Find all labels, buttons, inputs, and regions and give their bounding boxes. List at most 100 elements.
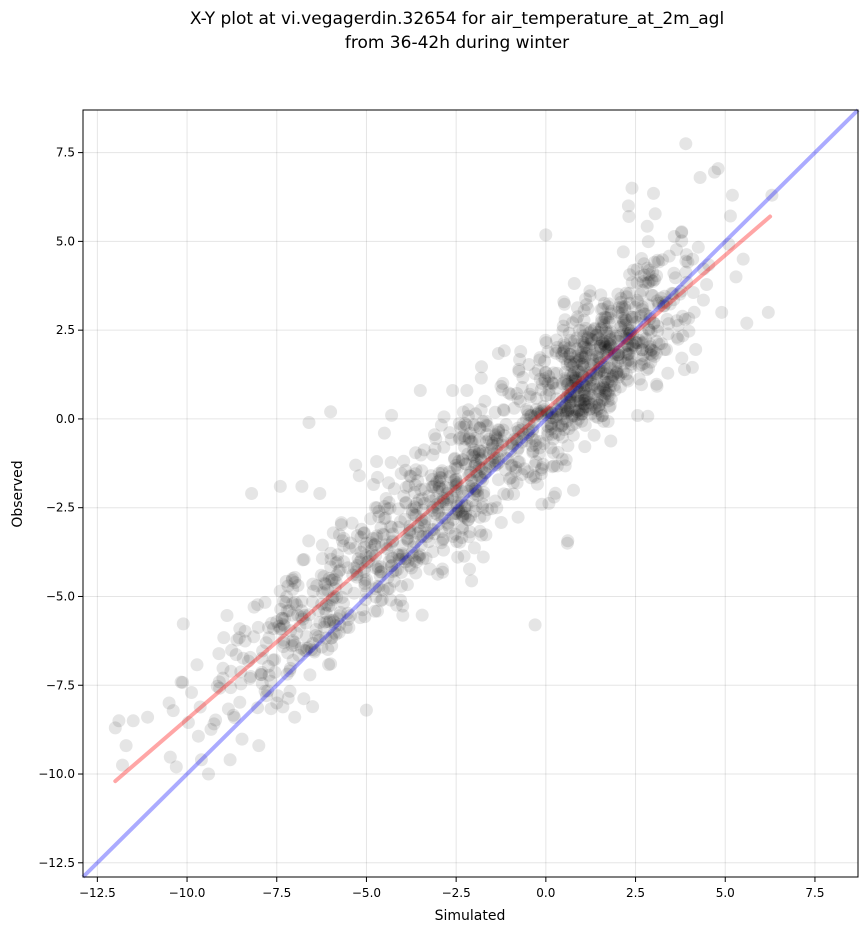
scatter-point — [324, 631, 338, 645]
scatter-point — [490, 431, 504, 445]
scatter-point — [323, 615, 337, 629]
scatter-point — [370, 579, 384, 593]
scatter-point — [369, 549, 383, 563]
scatter-point — [533, 372, 547, 386]
scatter-point — [566, 367, 580, 381]
scatter-point — [578, 349, 592, 363]
scatter-point — [472, 460, 486, 474]
scatter-point — [550, 366, 564, 380]
scatter-point — [482, 447, 496, 460]
scatter-point — [296, 612, 310, 626]
scatter-point — [614, 368, 627, 382]
scatter-point — [641, 261, 654, 275]
scatter-point — [262, 631, 276, 645]
scatter-point — [390, 598, 404, 612]
scatter-point — [592, 351, 606, 365]
scatter-point — [325, 639, 339, 653]
scatter-point — [473, 421, 487, 435]
scatter-point — [399, 480, 413, 494]
scatter-point — [599, 311, 613, 325]
scatter-point — [116, 758, 129, 772]
scatter-point — [419, 512, 433, 526]
scatter-point — [451, 550, 465, 564]
scatter-point — [443, 426, 457, 440]
scatter-point — [544, 406, 558, 420]
scatter-point — [614, 291, 628, 305]
scatter-point — [602, 388, 616, 402]
scatter-point — [611, 348, 625, 362]
scatter-point — [399, 495, 413, 509]
scatter-point — [374, 594, 388, 608]
fit-lines — [81, 108, 860, 879]
scatter-point — [513, 394, 527, 408]
scatter-point — [370, 501, 384, 515]
scatter-point — [458, 440, 472, 454]
scatter-point — [667, 293, 681, 307]
scatter-point — [277, 633, 291, 647]
scatter-point — [761, 305, 775, 319]
scatter-point — [546, 446, 560, 460]
scatter-point — [564, 379, 578, 393]
scatter-point — [588, 321, 602, 335]
scatter-point — [412, 550, 426, 564]
scatter-point — [641, 276, 655, 290]
scatter-point — [629, 342, 643, 356]
scatter-point — [625, 341, 639, 355]
scatter-point — [452, 505, 466, 519]
scatter-point — [539, 389, 553, 403]
scatter-point — [691, 240, 705, 254]
scatter-point — [568, 394, 582, 408]
scatter-point — [580, 333, 594, 347]
scatter-point — [460, 384, 474, 397]
scatter-point — [251, 701, 265, 715]
scatter-point — [623, 268, 637, 282]
scatter-point — [571, 364, 585, 378]
scatter-point — [290, 626, 304, 640]
scatter-point — [545, 406, 559, 420]
scatter-point — [277, 594, 290, 608]
scatter-point — [597, 315, 611, 329]
scatter-point — [276, 640, 290, 654]
scatter-point — [722, 237, 736, 251]
scatter-point — [619, 286, 633, 300]
scatter-point — [606, 341, 620, 355]
y-tick-label: −10.0 — [38, 767, 75, 781]
scatter-point — [359, 548, 373, 562]
scatter-point — [600, 326, 613, 340]
scatter-point — [597, 296, 611, 310]
scatter-point — [185, 686, 198, 699]
scatter-point — [538, 354, 552, 368]
scatter-point — [582, 326, 596, 340]
scatter-point — [279, 596, 293, 610]
scatter-point — [565, 374, 579, 388]
scatter-point — [439, 497, 453, 511]
scatter-point — [660, 312, 674, 326]
scatter-point — [573, 352, 587, 366]
scatter-point — [679, 254, 693, 268]
scatter-point — [310, 579, 324, 593]
scatter-point — [578, 339, 592, 352]
scatter-point — [403, 559, 416, 573]
scatter-point — [566, 369, 580, 383]
scatter-point — [570, 301, 584, 315]
scatter-point — [490, 433, 504, 447]
scatter-point — [658, 289, 672, 303]
scatter-point — [635, 336, 649, 350]
scatter-point — [479, 528, 493, 542]
scatter-point — [574, 396, 588, 410]
y-tick-label: 7.5 — [56, 146, 75, 160]
scatter-point — [575, 357, 589, 371]
scatter-point — [412, 493, 426, 507]
scatter-point — [700, 278, 714, 291]
scatter-point — [324, 552, 338, 566]
scatter-point — [510, 387, 524, 400]
scatter-point — [590, 333, 604, 347]
scatter-point — [562, 326, 576, 340]
scatter-point — [234, 677, 248, 691]
scatter-point — [729, 270, 743, 284]
scatter-point — [642, 268, 656, 282]
scatter-point — [564, 403, 578, 417]
scatter-point — [467, 541, 481, 555]
scatter-point — [394, 579, 408, 593]
scatter-point — [574, 408, 588, 422]
